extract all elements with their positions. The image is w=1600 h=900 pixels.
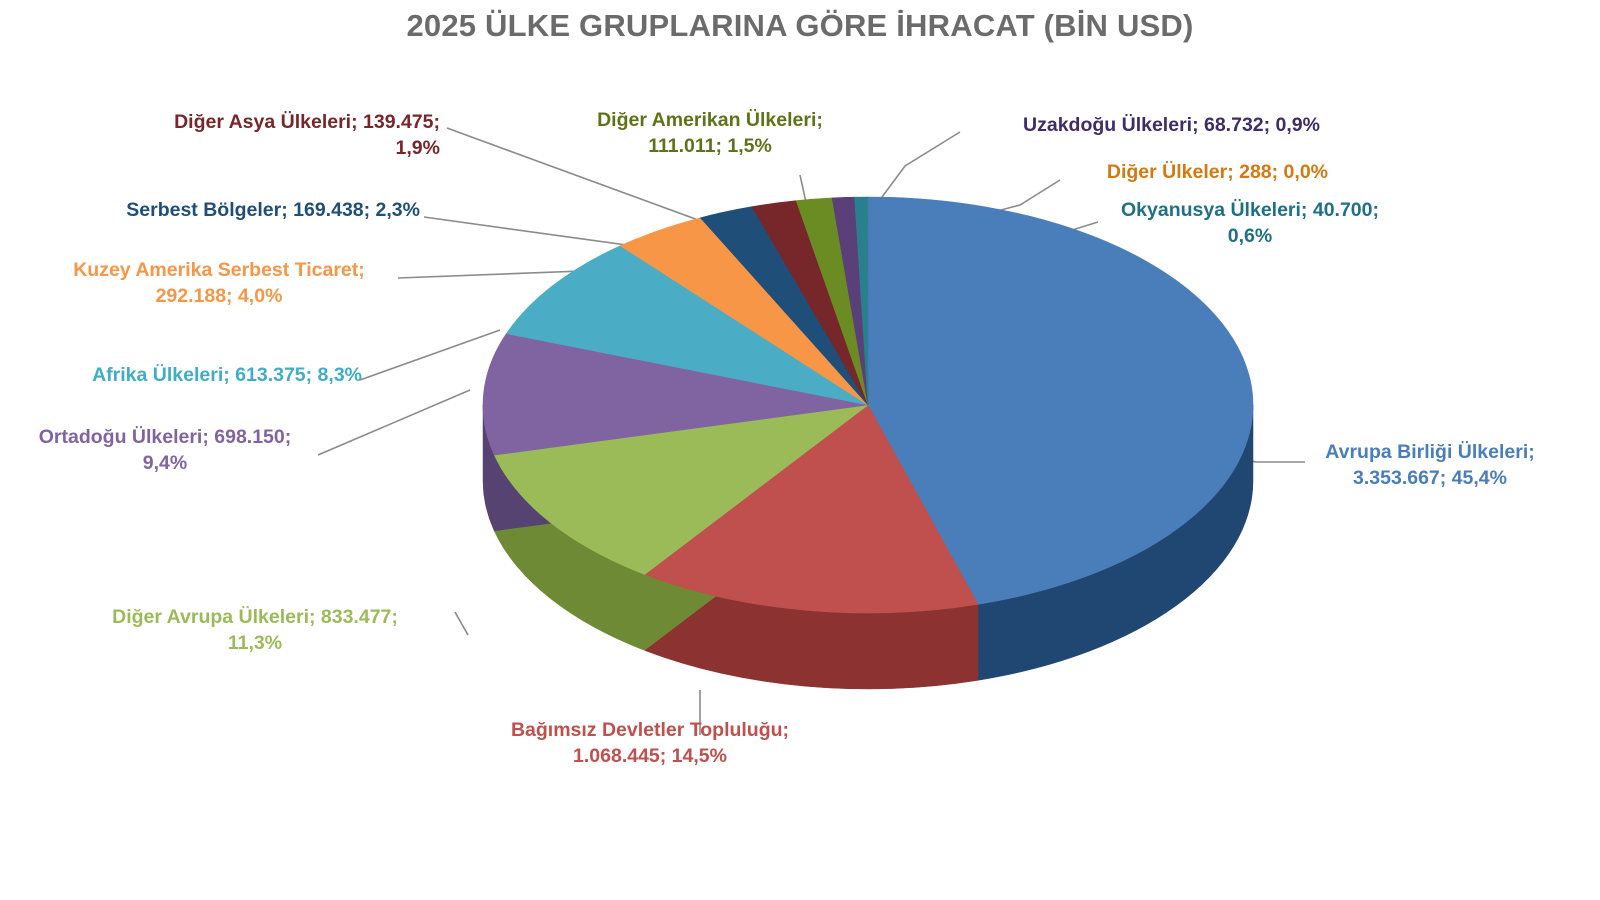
data-label-okyanusya-ulkeleri: Okyanusya Ülkeleri; 40.700; 0,6% <box>1121 199 1379 247</box>
pie-top-faces <box>482 196 1254 614</box>
data-label-diger-avrupa-ulkeleri: Diğer Avrupa Ülkeleri; 833.477; 11,3% <box>112 606 398 654</box>
page-title: 2025 ÜLKE GRUPLARINA GÖRE İHRACAT (BİN U… <box>406 8 1194 43</box>
data-label-kuzey-amerika-serbest-ticaret: Kuzey Amerika Serbest Ticaret; 292.188; … <box>73 259 365 307</box>
data-label-serbest-bolgeler: Serbest Bölgeler; 169.438; 2,3% <box>126 199 420 221</box>
data-label-uzakdogu-ulkeleri: Uzakdoğu Ülkeleri; 68.732; 0,9% <box>1023 114 1320 136</box>
data-label-bagimsiz-devletler-toplulugu: Bağımsız Devletler Topluluğu; 1.068.445;… <box>510 719 790 767</box>
leader-line <box>317 389 471 456</box>
pie-slice-afrika-lkeleri[interactable] <box>505 245 869 406</box>
pie-slice-avrupa-birli-i-lkeleri[interactable] <box>867 196 1254 605</box>
data-label-avrupa-birligi-ulkeleri: Avrupa Birliği Ülkeleri; 3.353.667; 45,4… <box>1325 441 1535 489</box>
pie-slice-ba-ms-z-devletler-toplulu-u[interactable] <box>644 404 979 614</box>
pie-slice-di-er-avrupa-lkeleri[interactable] <box>493 404 870 575</box>
data-label-afrika-ulkeleri: Afrika Ülkeleri; 613.375; 8,3% <box>92 364 362 386</box>
data-label-diger-ulkeler: Diğer Ülkeler; 288; 0,0% <box>1106 161 1328 183</box>
data-label-ortadogu-ulkeleri: Ortadoğu Ülkeleri; 698.150; 9,4% <box>38 426 292 474</box>
data-label-diger-asya-ulkeleri: Diğer Asya Ülkeleri; 139.475; 1,9% <box>174 111 440 159</box>
leader-line <box>359 329 501 381</box>
pie-slice-okyanusya-lkeleri[interactable] <box>854 196 869 406</box>
leader-line <box>454 611 469 636</box>
pie-slice-ortado-u-lkeleri[interactable] <box>482 333 869 456</box>
data-label-diger-amerikan-ulkeleri: Diğer Amerikan Ülkeleri; 111.011; 1,5% <box>597 109 823 157</box>
